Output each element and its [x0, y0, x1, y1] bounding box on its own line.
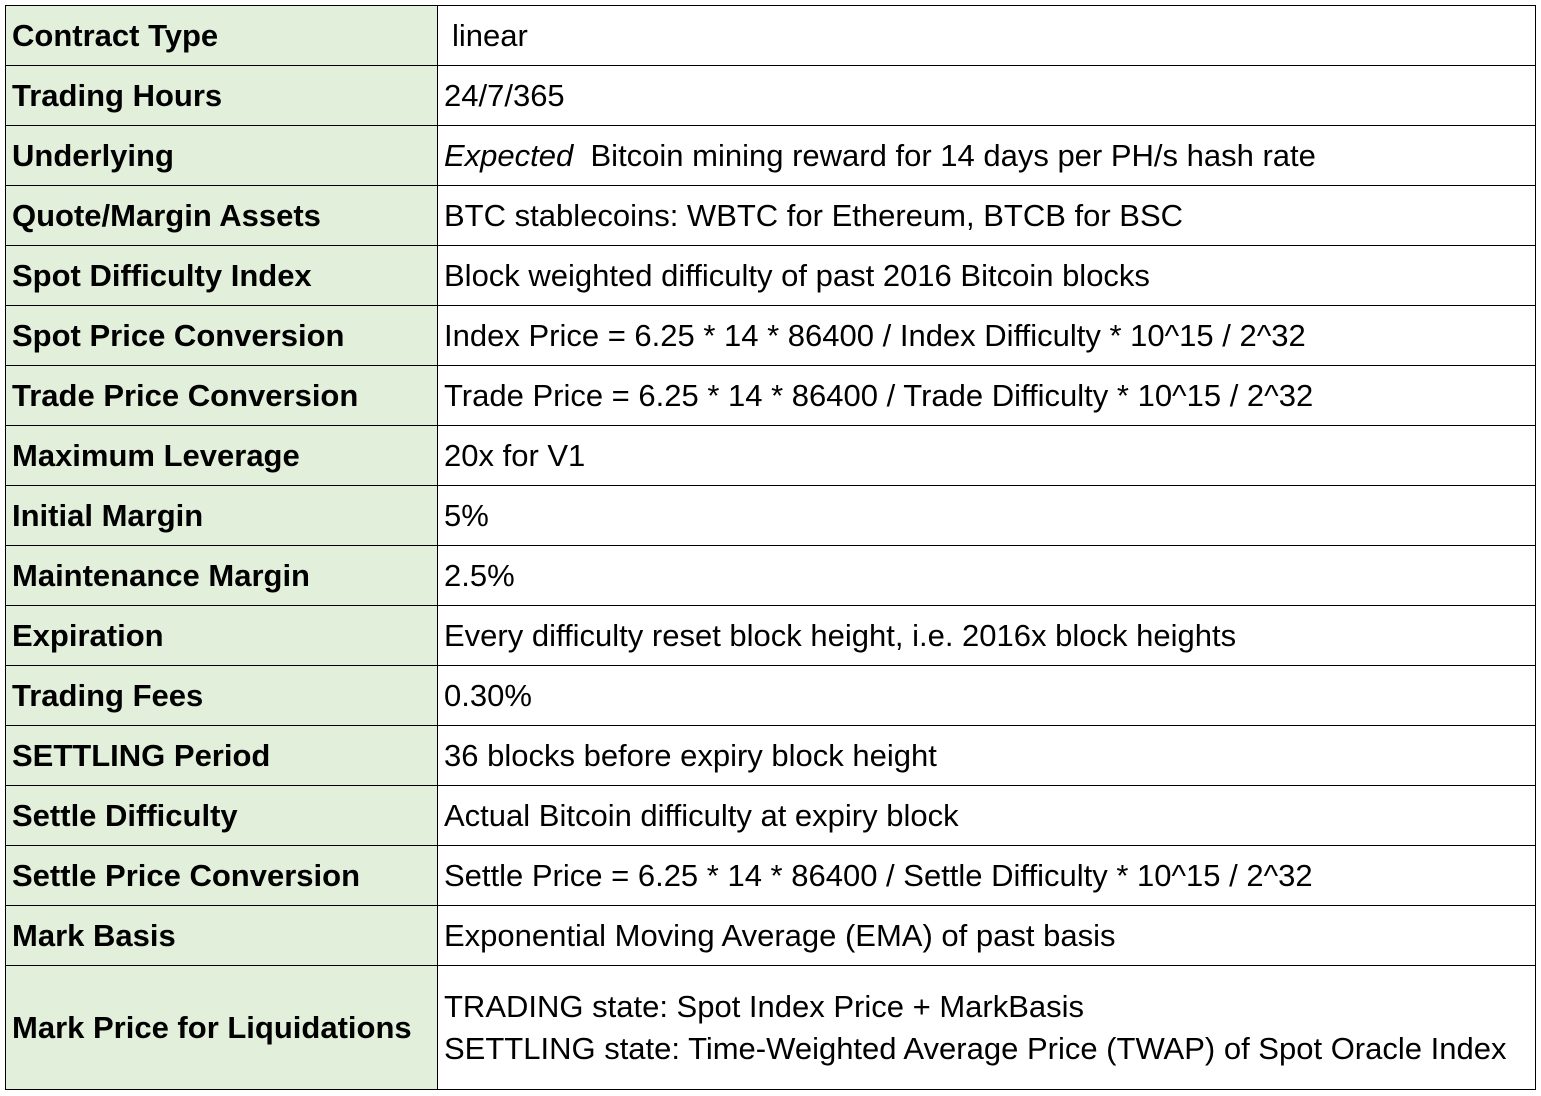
row-label: Trade Price Conversion [5, 365, 438, 426]
row-label: Spot Difficulty Index [5, 245, 438, 306]
row-value: Index Price = 6.25 * 14 * 86400 / Index … [437, 305, 1536, 366]
table-row: Spot Difficulty Index Block weighted dif… [5, 245, 1536, 306]
row-value-line: SETTLING state: Time-Weighted Average Pr… [444, 1030, 1507, 1066]
row-label: Maintenance Margin [5, 545, 438, 606]
table-row: Trading Hours 24/7/365 [5, 65, 1536, 126]
row-label: Contract Type [5, 5, 438, 66]
table-row: Contract Type linear [5, 5, 1536, 66]
row-value-line: TRADING state: Spot Index Price + MarkBa… [444, 988, 1085, 1024]
row-value-emphasis: Expected [444, 137, 574, 173]
row-label: Expiration [5, 605, 438, 666]
row-label: Trading Hours [5, 65, 438, 126]
row-value: Exponential Moving Average (EMA) of past… [437, 905, 1536, 966]
table-row: Maintenance Margin 2.5% [5, 545, 1536, 606]
row-value: 36 blocks before expiry block height [437, 725, 1536, 786]
row-value: Settle Price = 6.25 * 14 * 86400 / Settl… [437, 845, 1536, 906]
row-value: 2.5% [437, 545, 1536, 606]
row-label: Settle Difficulty [5, 785, 438, 846]
row-label: Spot Price Conversion [5, 305, 438, 366]
row-value: Block weighted difficulty of past 2016 B… [437, 245, 1536, 306]
row-value: Every difficulty reset block height, i.e… [437, 605, 1536, 666]
table-row: Trade Price Conversion Trade Price = 6.2… [5, 365, 1536, 426]
row-label: SETTLING Period [5, 725, 438, 786]
row-label: Mark Price for Liquidations [5, 965, 438, 1090]
row-label: Mark Basis [5, 905, 438, 966]
row-label: Underlying [5, 125, 438, 186]
row-value: Expected Bitcoin mining reward for 14 da… [437, 125, 1536, 186]
row-label: Settle Price Conversion [5, 845, 438, 906]
row-label: Quote/Margin Assets [5, 185, 438, 246]
row-label: Trading Fees [5, 665, 438, 726]
table-row: Mark Basis Exponential Moving Average (E… [5, 905, 1536, 966]
row-value: Trade Price = 6.25 * 14 * 86400 / Trade … [437, 365, 1536, 426]
row-label: Initial Margin [5, 485, 438, 546]
contract-spec-table: Contract Type linear Trading Hours 24/7/… [5, 5, 1536, 1090]
row-value: 0.30% [437, 665, 1536, 726]
row-value: 5% [437, 485, 1536, 546]
table-row: Spot Price Conversion Index Price = 6.25… [5, 305, 1536, 366]
table-row: Underlying Expected Bitcoin mining rewar… [5, 125, 1536, 186]
row-value: 24/7/365 [437, 65, 1536, 126]
table-row: Quote/Margin Assets BTC stablecoins: WBT… [5, 185, 1536, 246]
table-row: Expiration Every difficulty reset block … [5, 605, 1536, 666]
table-row: Initial Margin 5% [5, 485, 1536, 546]
row-value: linear [437, 5, 1536, 66]
table-row: Settle Price Conversion Settle Price = 6… [5, 845, 1536, 906]
table-row: Maximum Leverage 20x for V1 [5, 425, 1536, 486]
row-value: BTC stablecoins: WBTC for Ethereum, BTCB… [437, 185, 1536, 246]
table-row: SETTLING Period 36 blocks before expiry … [5, 725, 1536, 786]
row-value: 20x for V1 [437, 425, 1536, 486]
table-row: Settle Difficulty Actual Bitcoin difficu… [5, 785, 1536, 846]
row-value: TRADING state: Spot Index Price + MarkBa… [437, 965, 1536, 1090]
table-row: Trading Fees 0.30% [5, 665, 1536, 726]
row-value-text: Bitcoin mining reward for 14 days per PH… [590, 137, 1316, 173]
row-value: Actual Bitcoin difficulty at expiry bloc… [437, 785, 1536, 846]
row-label: Maximum Leverage [5, 425, 438, 486]
table-row: Mark Price for Liquidations TRADING stat… [5, 965, 1536, 1090]
